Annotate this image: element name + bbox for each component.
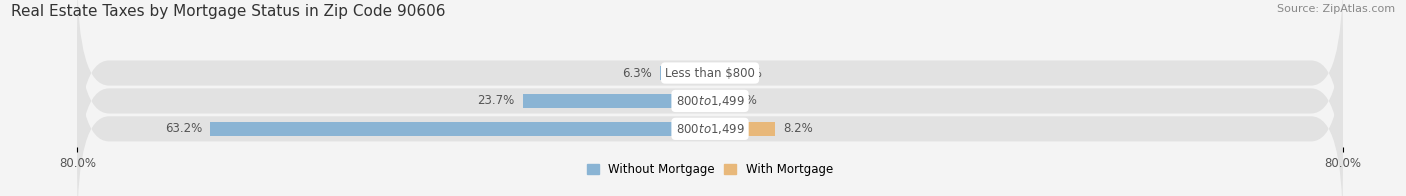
Text: 63.2%: 63.2% (165, 122, 202, 135)
Bar (211, 122, 710, 136)
Bar (523, 94, 710, 108)
Bar (710, 122, 775, 136)
Text: 23.7%: 23.7% (478, 94, 515, 107)
Text: 6.3%: 6.3% (623, 66, 652, 80)
Text: $800 to $1,499: $800 to $1,499 (675, 122, 745, 136)
Text: Real Estate Taxes by Mortgage Status in Zip Code 90606: Real Estate Taxes by Mortgage Status in … (11, 4, 446, 19)
FancyBboxPatch shape (77, 2, 1343, 196)
Text: Less than $800: Less than $800 (665, 66, 755, 80)
Text: 1.9%: 1.9% (733, 66, 763, 80)
FancyBboxPatch shape (77, 30, 1343, 196)
FancyBboxPatch shape (77, 0, 1343, 172)
Text: $800 to $1,499: $800 to $1,499 (675, 94, 745, 108)
Text: 1.2%: 1.2% (727, 94, 758, 107)
Text: Source: ZipAtlas.com: Source: ZipAtlas.com (1277, 4, 1395, 14)
Bar (710, 66, 725, 80)
Bar (710, 94, 720, 108)
Bar (661, 66, 710, 80)
Text: 8.2%: 8.2% (783, 122, 813, 135)
Legend: Without Mortgage, With Mortgage: Without Mortgage, With Mortgage (588, 163, 832, 176)
